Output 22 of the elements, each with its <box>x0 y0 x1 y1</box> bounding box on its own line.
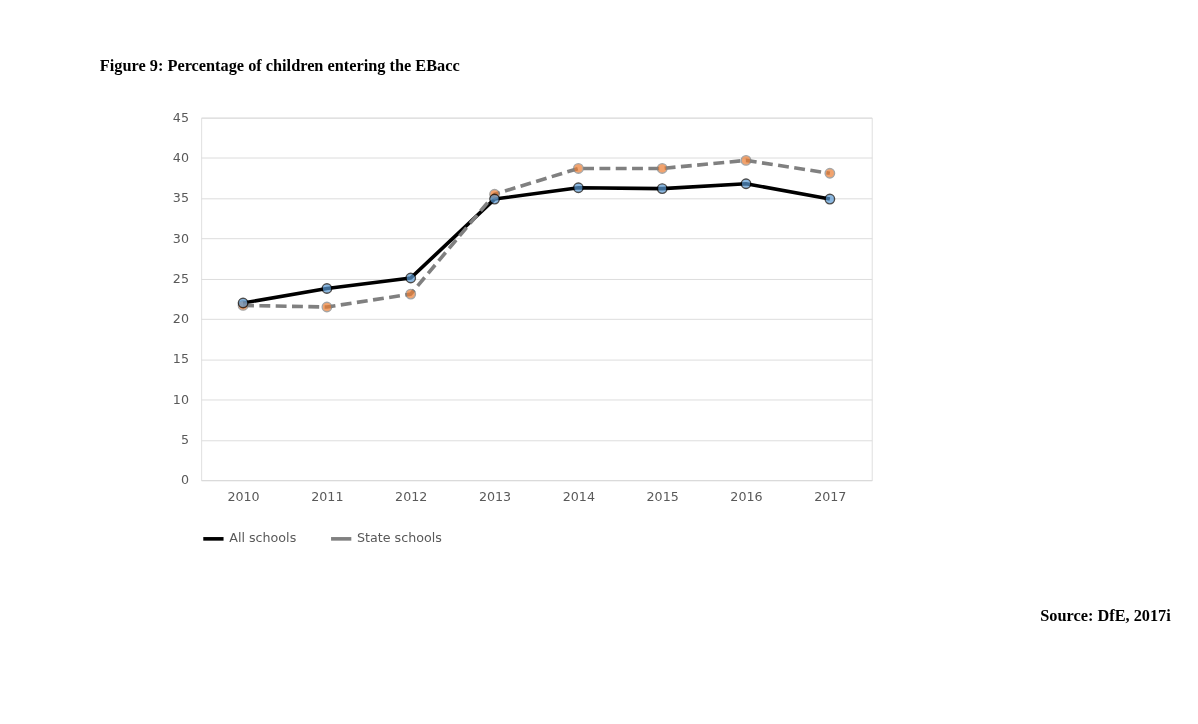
x-tick-label: 2013 <box>478 489 512 505</box>
x-tick-label: 2016 <box>730 489 763 505</box>
x-tick-label: 2010 <box>227 489 260 505</box>
x-tick-label: 2014 <box>562 489 595 505</box>
y-tick-label: 35 <box>172 190 189 206</box>
y-tick-label: 15 <box>172 351 189 367</box>
y-tick-label: 45 <box>172 109 189 125</box>
legend-label: All schools <box>229 530 297 546</box>
x-tick-label: 2017 <box>814 489 847 505</box>
x-tick-label: 2012 <box>395 489 428 505</box>
y-tick-label: 20 <box>172 311 189 327</box>
x-tick-label: 2015 <box>646 489 679 505</box>
chart-title: Figure 9: Percentage of children entering the EBacc <box>99 56 460 76</box>
y-tick-label: 30 <box>172 230 189 246</box>
y-tick-label: 10 <box>172 391 189 407</box>
y-tick-label: 40 <box>172 150 189 166</box>
legend-label: State schools <box>357 530 442 546</box>
y-tick-label: 25 <box>172 270 189 286</box>
y-tick-label: 0 <box>180 472 189 488</box>
y-tick-label: 5 <box>180 431 189 447</box>
x-tick-label: 2011 <box>311 489 344 505</box>
source-note: Source: DfE, 2017i <box>1040 605 1172 625</box>
